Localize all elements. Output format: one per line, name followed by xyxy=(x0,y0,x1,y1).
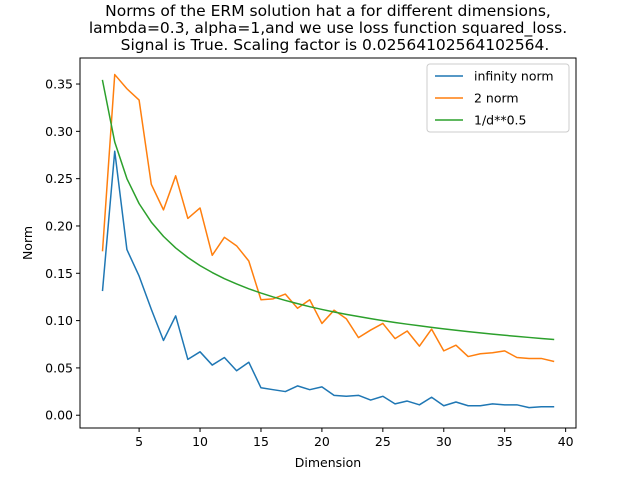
y-axis-label: Norm xyxy=(20,226,35,260)
plot-lines xyxy=(101,73,555,409)
x-tick-label: 35 xyxy=(497,434,513,449)
x-tick-label: 10 xyxy=(192,434,208,449)
x-tick-label: 20 xyxy=(314,434,330,449)
x-tick-label: 25 xyxy=(375,434,391,449)
x-tick-label: 30 xyxy=(436,434,452,449)
chart-title-line-3: Signal is True. Scaling factor is 0.0256… xyxy=(121,36,550,54)
y-tick-label: 0.30 xyxy=(45,124,73,139)
x-axis-label: Dimension xyxy=(295,455,361,470)
series-line-1 xyxy=(101,150,555,409)
x-axis: 5 10 15 20 25 30 35 40 xyxy=(135,428,574,449)
legend-label: 1/d**0.5 xyxy=(474,113,526,128)
y-tick-label: 0.10 xyxy=(45,313,73,328)
x-tick-label: 5 xyxy=(135,434,143,449)
y-tick-label: 0.20 xyxy=(45,218,73,233)
chart-title: Norms of the ERM solution hat a for diff… xyxy=(89,2,567,54)
chart-title-line-2: lambda=0.3, alpha=1,and we use loss func… xyxy=(89,19,567,38)
legend-label: 2 norm xyxy=(474,91,519,106)
y-tick-label: 0.15 xyxy=(45,266,73,281)
legend-label: infinity norm xyxy=(474,69,554,84)
y-tick-label: 0.00 xyxy=(45,408,73,423)
series-line-3 xyxy=(101,79,555,341)
series-line-2 xyxy=(101,73,555,363)
x-tick-label: 15 xyxy=(253,434,269,449)
legend: infinity norm 2 norm 1/d**0.5 xyxy=(426,63,570,133)
y-axis: 0.00 0.05 0.10 0.15 0.20 0.25 0.30 0.35 xyxy=(45,77,80,423)
chart-title-line-1: Norms of the ERM solution hat a for diff… xyxy=(105,2,551,20)
plot-area-frame xyxy=(79,57,577,429)
y-tick-label: 0.25 xyxy=(45,171,73,186)
x-tick-label: 40 xyxy=(558,434,574,449)
y-tick-label: 0.35 xyxy=(45,77,73,92)
legend-box xyxy=(426,63,570,133)
y-tick-label: 0.05 xyxy=(45,360,73,375)
